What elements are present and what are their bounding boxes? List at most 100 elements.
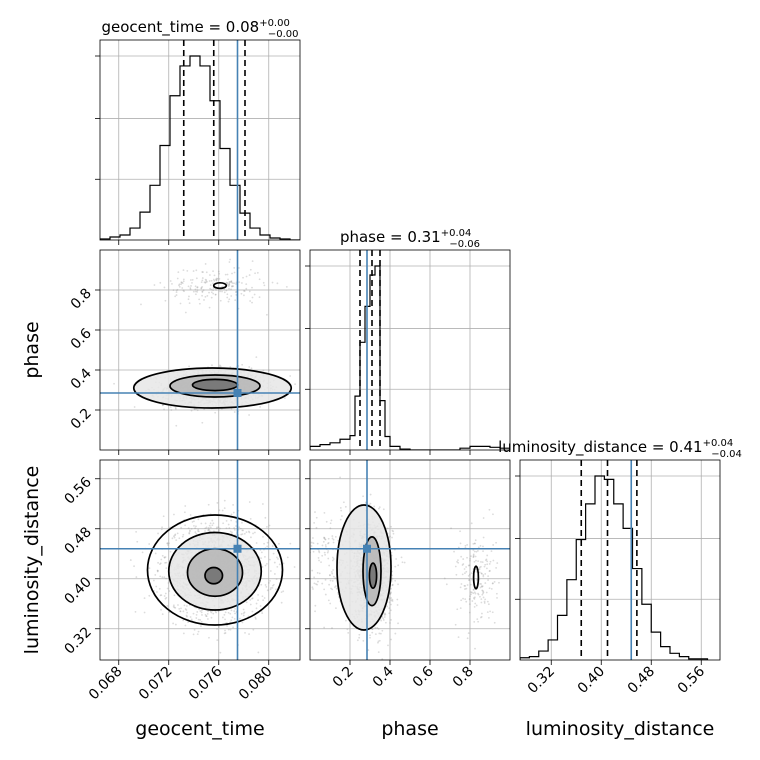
scatter-points [310,476,500,660]
sample-point [190,409,193,412]
sample-point [148,543,151,545]
sample-point [276,282,279,285]
sample-point [182,632,185,635]
sample-point [181,535,184,538]
truth-marker [233,389,242,397]
sample-point [226,273,229,276]
truth-marker [233,544,242,553]
sample-point [204,278,207,281]
sample-point [197,618,200,621]
sample-point [487,575,490,578]
sample-point [148,567,151,570]
x-tick-label: 0.56 [675,663,708,696]
sample-point [495,541,497,544]
sample-point [205,271,208,274]
sample-point [249,268,252,271]
sample-point [203,281,206,284]
sample-point [209,526,212,529]
sample-point [340,509,343,512]
sample-point [164,597,167,600]
sample-point [173,606,176,609]
y-tick-label: 0.56 [61,474,94,507]
sample-point [231,285,233,287]
sample-point [200,621,203,623]
sample-point [456,608,459,611]
sample-point [317,580,319,583]
sample-point [374,633,377,636]
sample-point [190,285,192,287]
sample-point [209,522,212,525]
sample-point [240,527,242,530]
sample-point [245,275,248,278]
sample-point [479,595,481,598]
sample-point [464,598,467,601]
sample-point [465,587,468,590]
sample-point [479,582,482,585]
sample-point [480,561,482,563]
sample-point [225,281,228,284]
sample-point [233,271,236,274]
sample-point [159,563,161,565]
sample-point [475,559,477,562]
sample-point [219,290,222,293]
sample-point [231,285,233,288]
sample-point [477,620,480,623]
sample-point [498,581,500,584]
sample-point [164,299,167,302]
sample-point [158,587,161,590]
x-axis-label-luminosity-distance: luminosity_distance [526,718,715,740]
sample-point [322,540,325,543]
sample-point [313,576,316,579]
sample-point [323,551,326,554]
sample-point [154,552,157,555]
contour-line [204,566,224,585]
sample-point [389,622,391,624]
sample-point [334,535,337,538]
sample-point [221,509,224,512]
sample-point [241,533,244,535]
sample-point [243,290,245,292]
sample-point [478,568,481,570]
x-tick-label: 0.4 [370,663,397,690]
sample-point [176,532,179,535]
sample-point [203,299,205,301]
sample-point [463,584,466,587]
panel-border [309,459,511,661]
sample-point [247,530,250,533]
sample-point [189,529,191,532]
sample-point [472,549,475,551]
sample-point [496,562,499,564]
histogram-step [100,55,300,240]
sample-point [217,526,220,529]
sample-point [252,628,255,631]
sample-point [339,476,341,479]
sample-point [476,618,479,621]
sample-point [323,537,326,540]
sample-point [264,584,267,586]
sample-point [240,533,243,536]
sample-point [248,414,250,416]
sample-point [391,600,394,602]
sample-point [198,302,201,305]
y-tick-label: 0.4 [68,365,95,392]
sample-point [208,306,211,309]
sample-point [339,507,342,509]
sample-point [167,582,170,584]
sample-point [230,280,233,282]
sample-point [188,302,191,305]
sample-point [197,530,199,532]
sample-point [293,566,296,568]
sample-point [255,542,258,544]
sample-point [275,588,277,591]
sample-point [477,592,479,595]
sample-point [166,587,169,590]
sample-point [483,565,486,568]
sample-point [390,619,392,621]
sample-point [329,574,331,576]
sample-point [113,382,115,385]
sample-point [179,610,182,613]
sample-point [459,607,462,610]
sample-point [493,580,496,583]
sample-point [176,288,179,291]
